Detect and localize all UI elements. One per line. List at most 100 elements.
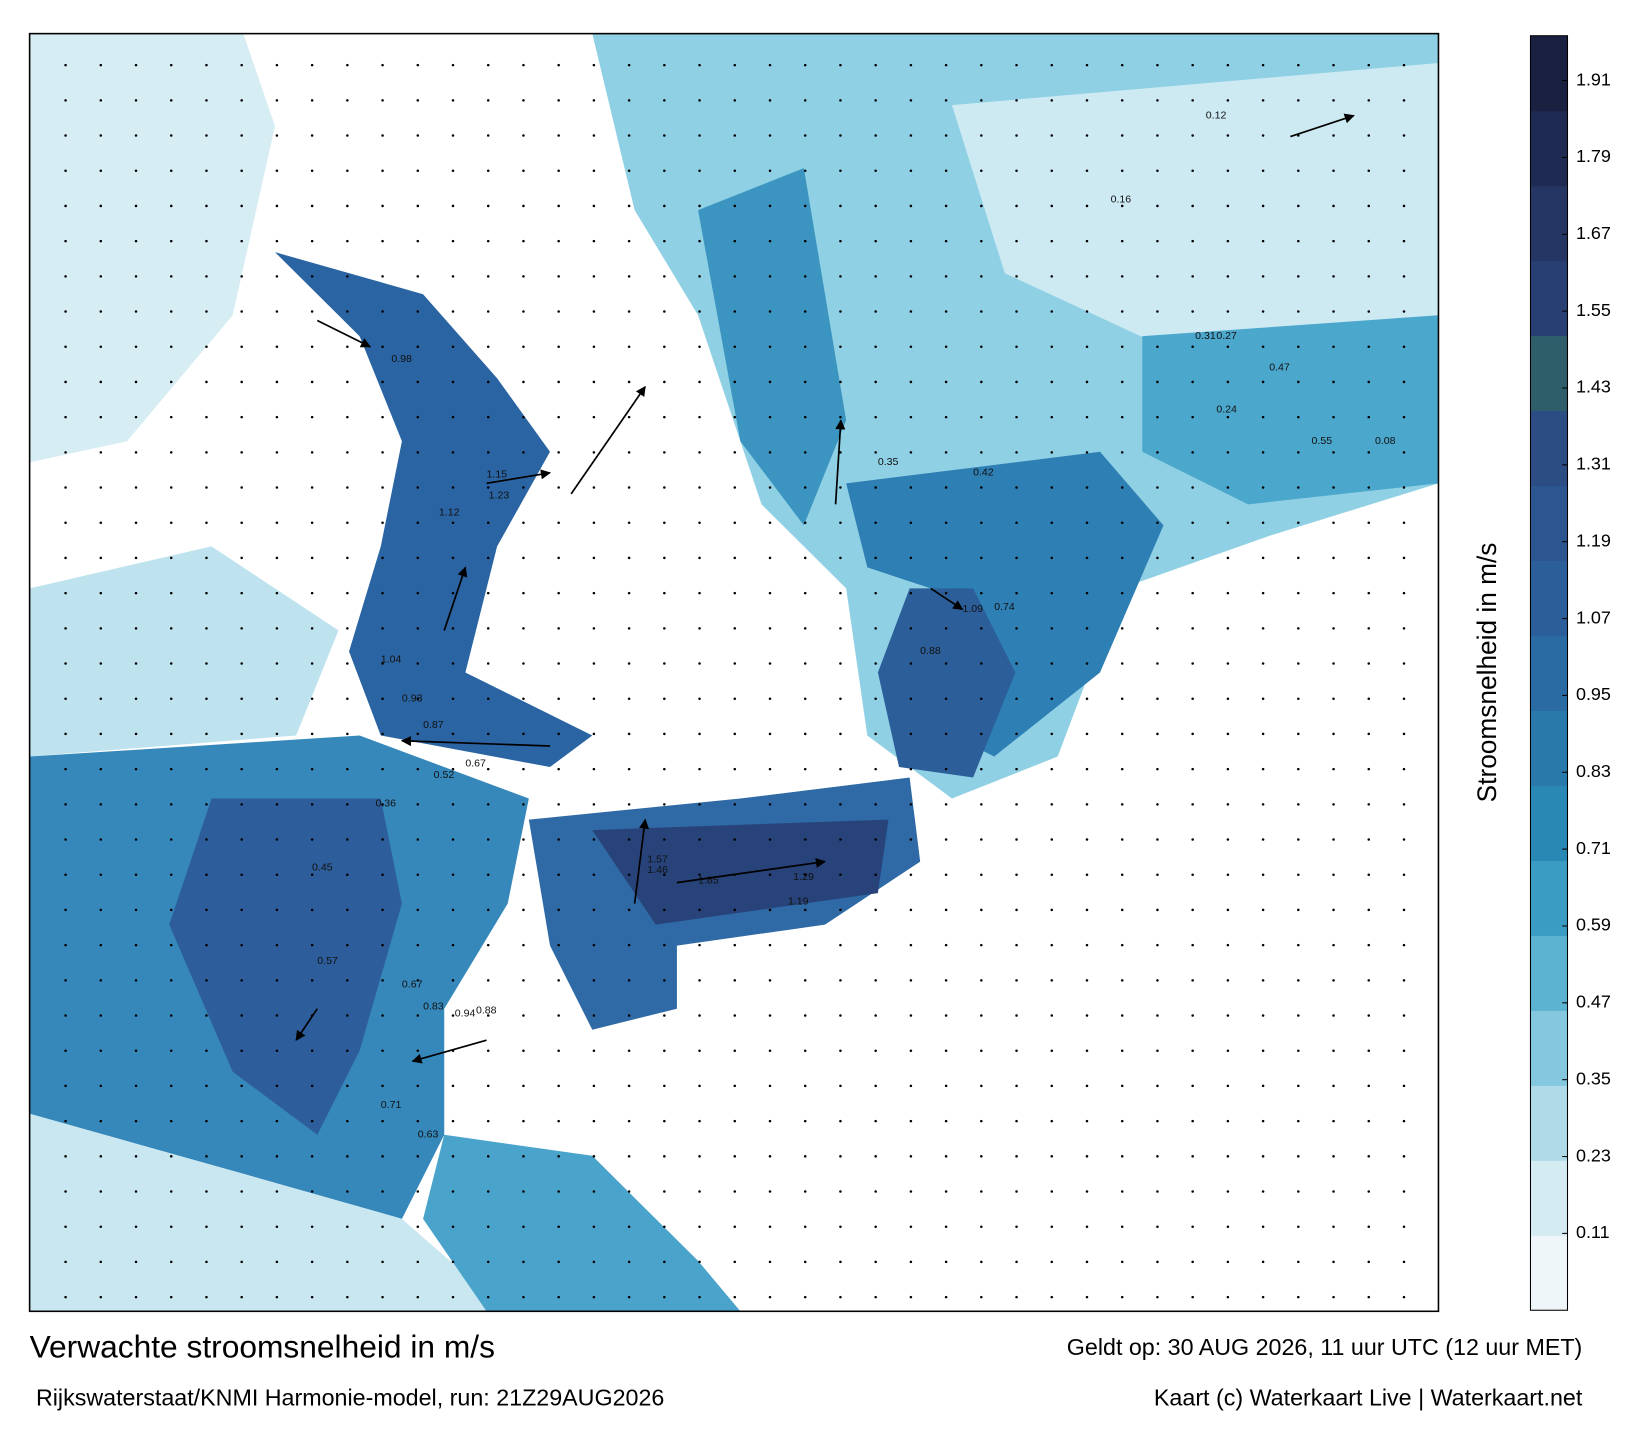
grid-dot [99,99,103,102]
grid-dot [522,345,525,348]
current-label: 0.94 [455,1008,476,1020]
grid-dot [1191,239,1194,243]
grid-dot [1120,521,1124,524]
grid-dot [381,345,384,348]
grid-dot [310,943,314,947]
grid-dot [1332,63,1335,67]
grid-dot [1332,380,1335,384]
grid-dot [557,380,560,384]
grid-dot [698,767,701,771]
grid-dot [1120,1190,1124,1193]
grid-dot [275,1155,279,1158]
current-label: 0.45 [312,862,333,874]
grid-dot [1261,63,1265,67]
grid-dot [980,627,983,630]
grid-dot [486,451,490,454]
grid-dot [803,521,807,524]
grid-dot [169,662,173,665]
grid-dot [381,1295,384,1299]
grid-dot [64,380,67,384]
grid-dot [99,591,103,595]
grid-dot [346,908,349,912]
grid-dot [169,415,173,419]
grid-dot [522,556,525,560]
grid-dot [698,1014,701,1017]
grid-dot [1402,134,1406,137]
grid-dot [240,345,243,348]
grid-dot [346,838,349,841]
grid-dot [1367,275,1371,278]
grid-dot [980,556,983,560]
grid-dot [663,908,666,912]
grid-dot [1085,803,1089,806]
grid-dot [1297,767,1300,771]
grid-dot [1297,1014,1300,1017]
grid-dot [451,1014,455,1017]
colorbar-tick-label: 1.31 [1576,454,1611,474]
grid-dot [205,310,208,313]
grid-dot [486,169,490,173]
colorbar-band [1530,935,1568,1011]
grid-dot [205,345,208,348]
grid-dot [310,1049,314,1052]
grid-dot [874,169,877,173]
grid-dot [451,239,455,243]
grid-dot [486,591,490,595]
grid-dot [1297,275,1300,278]
grid-dot [980,345,983,348]
grid-dot [663,1155,666,1158]
grid-dot [768,1190,772,1193]
grid-dot [275,1225,279,1228]
grid-dot [381,838,384,841]
grid-dot [275,662,279,665]
grid-dot [240,1155,243,1158]
grid-dot [944,803,948,806]
grid-dot [698,591,701,595]
grid-dot [980,1119,983,1123]
grid-dot [1156,1190,1159,1193]
grid-dot [980,1014,983,1017]
grid-dot [1050,873,1054,876]
grid-dot [205,1190,208,1193]
grid-dot [64,1014,67,1017]
grid-dot [1015,63,1018,67]
colorbar-tick-label: 1.91 [1576,69,1611,89]
grid-dot [944,1260,948,1264]
grid-dot [803,1084,807,1088]
grid-dot [980,169,983,173]
arrow [486,469,552,485]
grid-dot [803,1295,807,1299]
grid-dot [1156,169,1159,173]
grid-dot [1297,310,1300,313]
grid-dot [803,1155,807,1158]
grid-dot [698,239,701,243]
grid-dot [134,380,138,384]
grid-dot [205,415,208,419]
grid-dot [909,1119,913,1123]
grid-dot [1120,1295,1124,1299]
grid-dot [416,1295,420,1299]
grid-dot [1261,873,1265,876]
grid-dot [522,591,525,595]
grid-dot [486,1084,490,1088]
grid-dot [1297,1190,1300,1193]
grid-dot [1191,380,1194,384]
grid-dot [134,1155,138,1158]
grid-dot [205,943,208,947]
colorbar-band [1530,260,1568,337]
grid-dot [663,134,666,137]
grid-dot [733,1155,737,1158]
colorbar-tick-label: 0.11 [1576,1222,1610,1242]
grid-dot [1191,591,1194,595]
grid-dot [874,838,877,841]
grid-dot [803,486,807,489]
grid-dot [1085,1190,1089,1193]
grid-dot [980,451,983,454]
grid-dot [240,1014,243,1017]
grid-dot [592,1260,596,1264]
grid-dot [592,1295,596,1299]
grid-dot [944,345,948,348]
grid-dot [1402,1049,1406,1052]
grid-dot [1120,345,1124,348]
grid-dot [1120,1260,1124,1264]
